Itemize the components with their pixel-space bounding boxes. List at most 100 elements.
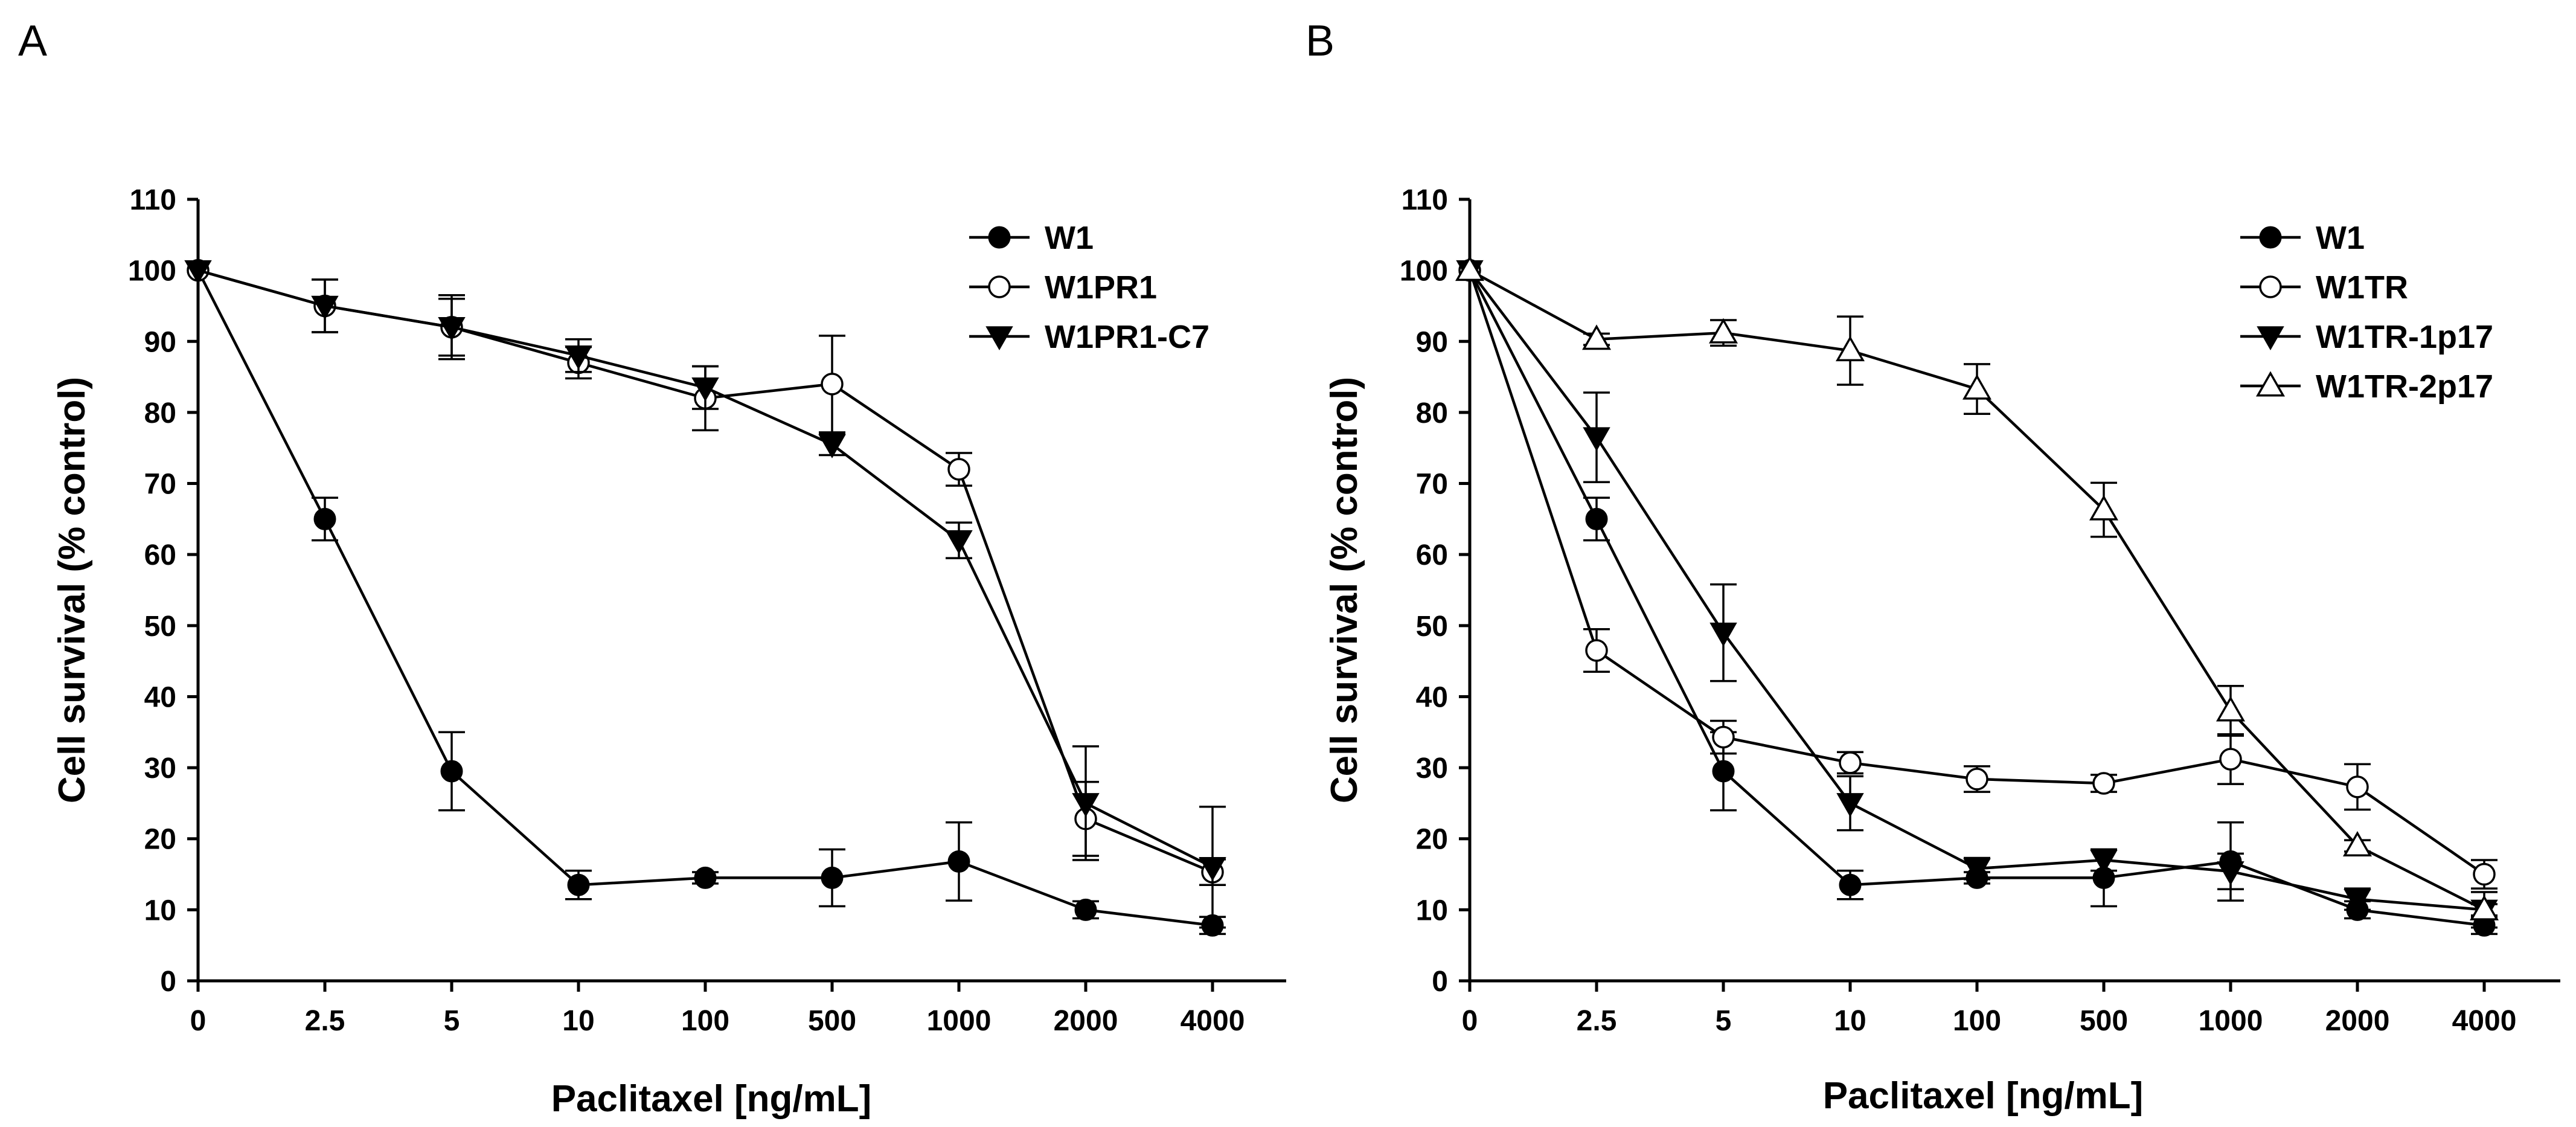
x-tick-label: 2000 [1054, 1005, 1118, 1037]
data-point [694, 866, 717, 889]
x-tick-label: 100 [1953, 1005, 2001, 1037]
y-tick-label: 80 [1416, 397, 1448, 429]
x-tick-label: 0 [1462, 1005, 1478, 1037]
data-point [947, 458, 970, 481]
y-axis-title: Cell survival (% control) [51, 377, 93, 803]
data-point [1962, 374, 1992, 400]
legend-marker [2259, 275, 2282, 298]
legend-label: W1PR1-C7 [1045, 319, 1210, 355]
data-point [2469, 894, 2499, 920]
data-point [313, 507, 336, 530]
x-tick-label: 500 [808, 1005, 856, 1037]
data-point [2346, 775, 2369, 798]
data-point [2342, 830, 2373, 856]
legend-label: W1TR-2p17 [2316, 368, 2493, 405]
data-point [821, 373, 844, 396]
data-point [2092, 772, 2115, 795]
series-w1pr1-c7 [184, 260, 1226, 929]
y-tick-label: 30 [1416, 753, 1448, 785]
legend-entry-w1pr1: W1PR1 [969, 269, 1157, 306]
legend-label: W1 [2316, 220, 2365, 256]
data-point [947, 850, 970, 873]
y-tick-label: 40 [1416, 681, 1448, 713]
legend-label: W1TR [2316, 269, 2408, 306]
series-w1tr [1458, 258, 2498, 890]
legend-label: W1 [1045, 220, 1094, 256]
data-point [2089, 495, 2119, 521]
x-tick-label: 4000 [2452, 1005, 2517, 1037]
data-point [1836, 793, 1864, 817]
x-tick-label: 2000 [2325, 1005, 2390, 1037]
x-tick-label: 2.5 [1577, 1005, 1617, 1037]
y-tick-label: 50 [144, 611, 176, 643]
y-tick-label: 10 [144, 894, 176, 926]
data-point [565, 345, 592, 370]
x-tick-label: 1000 [927, 1005, 992, 1037]
panel-label: A [18, 17, 47, 65]
data-point [1585, 507, 1608, 530]
y-tick-label: 110 [130, 184, 176, 216]
legend-marker [985, 326, 1013, 351]
data-point [1712, 760, 1735, 783]
x-tick-label: 10 [562, 1005, 594, 1037]
data-point [1074, 898, 1097, 921]
data-point [2344, 888, 2371, 913]
data-point [440, 760, 463, 783]
y-tick-label: 100 [1400, 255, 1448, 287]
data-point [2216, 696, 2246, 722]
y-tick-label: 30 [144, 753, 176, 785]
y-tick-label: 70 [1416, 469, 1448, 501]
data-point [1199, 857, 1226, 881]
data-point [945, 530, 973, 554]
legend-marker [2255, 371, 2286, 397]
series-w1 [1458, 259, 2498, 937]
data-point [1839, 873, 1862, 896]
data-point [184, 260, 212, 284]
y-tick-label: 20 [144, 824, 176, 856]
x-tick-label: 5 [444, 1005, 460, 1037]
series-w1tr-2p17 [1455, 255, 2499, 920]
y-tick-label: 80 [144, 397, 176, 429]
legend-marker [2257, 326, 2284, 351]
data-point [1839, 751, 1862, 774]
y-tick-label: 20 [1416, 824, 1448, 856]
series-w1 [187, 259, 1226, 937]
legend-label: W1PR1 [1045, 269, 1157, 306]
legend-entry-w1tr-1p17: W1TR-1p17 [2240, 319, 2493, 355]
y-tick-label: 100 [128, 255, 176, 287]
data-point [1709, 622, 1737, 647]
y-tick-label: 50 [1416, 611, 1448, 643]
y-tick-label: 0 [160, 966, 176, 998]
data-point [311, 295, 339, 320]
data-point [1072, 793, 1100, 817]
data-point [1585, 639, 1608, 662]
data-point [1835, 336, 1865, 362]
panel-a-chart: A 0 10 20 30 40 50 60 70 80 90 100 110 0 2.5 5 10 100 500 1… [18, 17, 1286, 1120]
panel-b-chart: B 0 10 20 30 40 50 60 70 80 90 100 110 0 2.5 5 10 100 500 1… [1306, 17, 2560, 1117]
data-point [2090, 850, 2118, 875]
x-tick-label: 10 [1834, 1005, 1866, 1037]
legend-entry-w1pr1-c7: W1PR1-C7 [969, 319, 1210, 355]
data-point [1583, 427, 1610, 452]
data-point [1966, 768, 1988, 791]
data-point [1712, 725, 1735, 749]
data-point [821, 866, 844, 889]
x-tick-label: 1000 [2199, 1005, 2263, 1037]
y-tick-label: 60 [144, 539, 176, 571]
y-tick-label: 0 [1432, 966, 1448, 998]
x-tick-label: 2.5 [305, 1005, 345, 1037]
x-tick-label: 0 [190, 1005, 207, 1037]
data-point [2217, 861, 2244, 885]
data-point [567, 873, 590, 896]
x-axis-title: Paclitaxel [ng/mL] [551, 1078, 872, 1120]
y-tick-label: 110 [1402, 184, 1448, 216]
y-tick-label: 70 [144, 469, 176, 501]
data-point [1708, 318, 1738, 344]
y-axis-title: Cell survival (% control) [1324, 377, 1365, 803]
data-point [2473, 862, 2496, 886]
data-point [438, 316, 466, 341]
data-point [818, 434, 846, 458]
x-tick-label: 5 [1716, 1005, 1732, 1037]
legend-entry-w1tr: W1TR [2240, 269, 2408, 306]
